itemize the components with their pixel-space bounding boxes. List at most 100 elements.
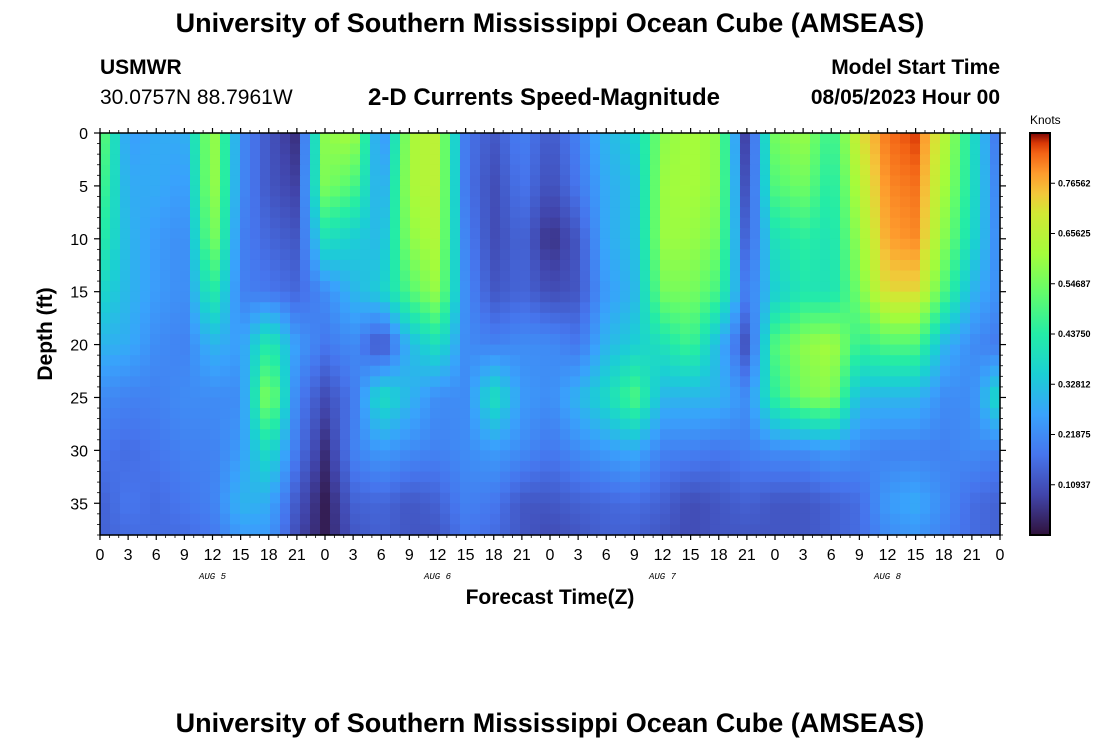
heatmap-cell xyxy=(290,408,301,420)
heatmap-cell xyxy=(320,185,331,198)
heatmap-cell xyxy=(440,482,451,494)
heatmap-cell xyxy=(460,143,471,155)
heatmap-cell xyxy=(880,312,891,325)
heatmap-cell xyxy=(740,365,751,377)
heatmap-cell xyxy=(180,439,191,451)
heatmap-cell xyxy=(140,164,151,176)
heatmap-cell xyxy=(840,302,851,314)
heatmap-cell xyxy=(540,312,551,325)
heatmap-cell xyxy=(970,344,981,356)
heatmap-cell xyxy=(940,291,951,303)
heatmap-cell xyxy=(360,291,371,303)
heatmap-cell xyxy=(230,439,241,451)
heatmap-cell xyxy=(890,397,901,409)
heatmap-cell xyxy=(720,408,731,420)
heatmap-cell xyxy=(710,460,721,473)
heatmap-cell xyxy=(230,196,241,208)
heatmap-cell xyxy=(160,249,171,261)
heatmap-cell xyxy=(420,482,431,494)
heatmap-cell xyxy=(680,228,691,240)
heatmap-cell xyxy=(370,228,381,240)
heatmap-cell xyxy=(490,302,501,314)
heatmap-cell xyxy=(550,439,561,451)
heatmap-cell xyxy=(150,344,161,356)
heatmap-cell xyxy=(200,302,211,314)
heatmap-cell xyxy=(340,238,351,250)
heatmap-cell xyxy=(490,259,501,272)
heatmap-cell xyxy=(130,323,141,335)
heatmap-cell xyxy=(520,164,531,176)
heatmap-cell xyxy=(770,460,781,473)
heatmap-cell xyxy=(150,270,161,282)
heatmap-cell xyxy=(720,228,731,240)
heatmap-cell xyxy=(840,365,851,377)
heatmap-cell xyxy=(920,460,931,473)
heatmap-cell xyxy=(840,133,851,145)
colorbar-tick-label: 0.54687 xyxy=(1058,279,1091,289)
heatmap-cell xyxy=(410,323,421,335)
heatmap-cell xyxy=(490,133,501,145)
heatmap-cell xyxy=(390,312,401,325)
heatmap-cell xyxy=(360,334,371,346)
heatmap-cell xyxy=(520,418,531,430)
heatmap-cell xyxy=(410,312,421,325)
heatmap-cell xyxy=(580,164,591,176)
heatmap-cell xyxy=(790,355,801,367)
heatmap-cell xyxy=(920,376,931,388)
heatmap-cell xyxy=(800,133,811,145)
heatmap-cell xyxy=(850,143,861,155)
heatmap-cell xyxy=(660,312,671,325)
heatmap-cell xyxy=(490,492,501,504)
heatmap-cell xyxy=(240,397,251,409)
y-tick-label: 15 xyxy=(70,285,88,302)
heatmap-cell xyxy=(800,376,811,388)
heatmap-cell xyxy=(870,291,881,303)
heatmap-cell xyxy=(520,133,531,145)
heatmap-cell xyxy=(470,355,481,367)
heatmap-cell xyxy=(630,386,641,399)
heatmap-cell xyxy=(790,376,801,388)
heatmap-cell xyxy=(350,492,361,504)
heatmap-cell xyxy=(210,312,221,325)
heatmap-cell xyxy=(130,207,141,219)
heatmap-cell xyxy=(880,133,891,145)
heatmap-cell xyxy=(770,175,781,187)
heatmap-cell xyxy=(110,429,121,441)
heatmap-cell xyxy=(990,281,1001,293)
heatmap-cell xyxy=(740,492,751,504)
heatmap-cell xyxy=(770,471,781,483)
heatmap-cell xyxy=(610,259,621,272)
heatmap-cell xyxy=(340,164,351,176)
heatmap-cell xyxy=(730,302,741,314)
heatmap-cell xyxy=(390,334,401,346)
heatmap-cell xyxy=(240,513,251,526)
heatmap-cell xyxy=(600,143,611,155)
heatmap-cell xyxy=(220,439,231,451)
heatmap-cell xyxy=(930,355,941,367)
heatmap-cell xyxy=(410,291,421,303)
heatmap-cell xyxy=(850,344,861,356)
heatmap-cell xyxy=(320,196,331,208)
heatmap-cell xyxy=(240,408,251,420)
heatmap-cell xyxy=(700,302,711,314)
heatmap-cell xyxy=(930,228,941,240)
heatmap-cell xyxy=(790,524,801,536)
heatmap-cell xyxy=(300,175,311,187)
heatmap-cell xyxy=(460,217,471,229)
heatmap-cell xyxy=(400,376,411,388)
heatmap-cell xyxy=(860,408,871,420)
heatmap-cell xyxy=(590,386,601,399)
x-tick-label: 18 xyxy=(935,547,953,564)
heatmap-cell xyxy=(180,460,191,473)
heatmap-cell xyxy=(660,386,671,399)
heatmap-cell xyxy=(920,312,931,325)
heatmap-cell xyxy=(320,344,331,356)
heatmap-cell xyxy=(830,228,841,240)
heatmap-cell xyxy=(390,439,401,451)
heatmap-cell xyxy=(910,429,921,441)
heatmap-cell xyxy=(320,291,331,303)
heatmap-cell xyxy=(810,492,821,504)
heatmap-cell xyxy=(440,185,451,198)
heatmap-cell xyxy=(440,133,451,145)
heatmap-cell xyxy=(540,291,551,303)
